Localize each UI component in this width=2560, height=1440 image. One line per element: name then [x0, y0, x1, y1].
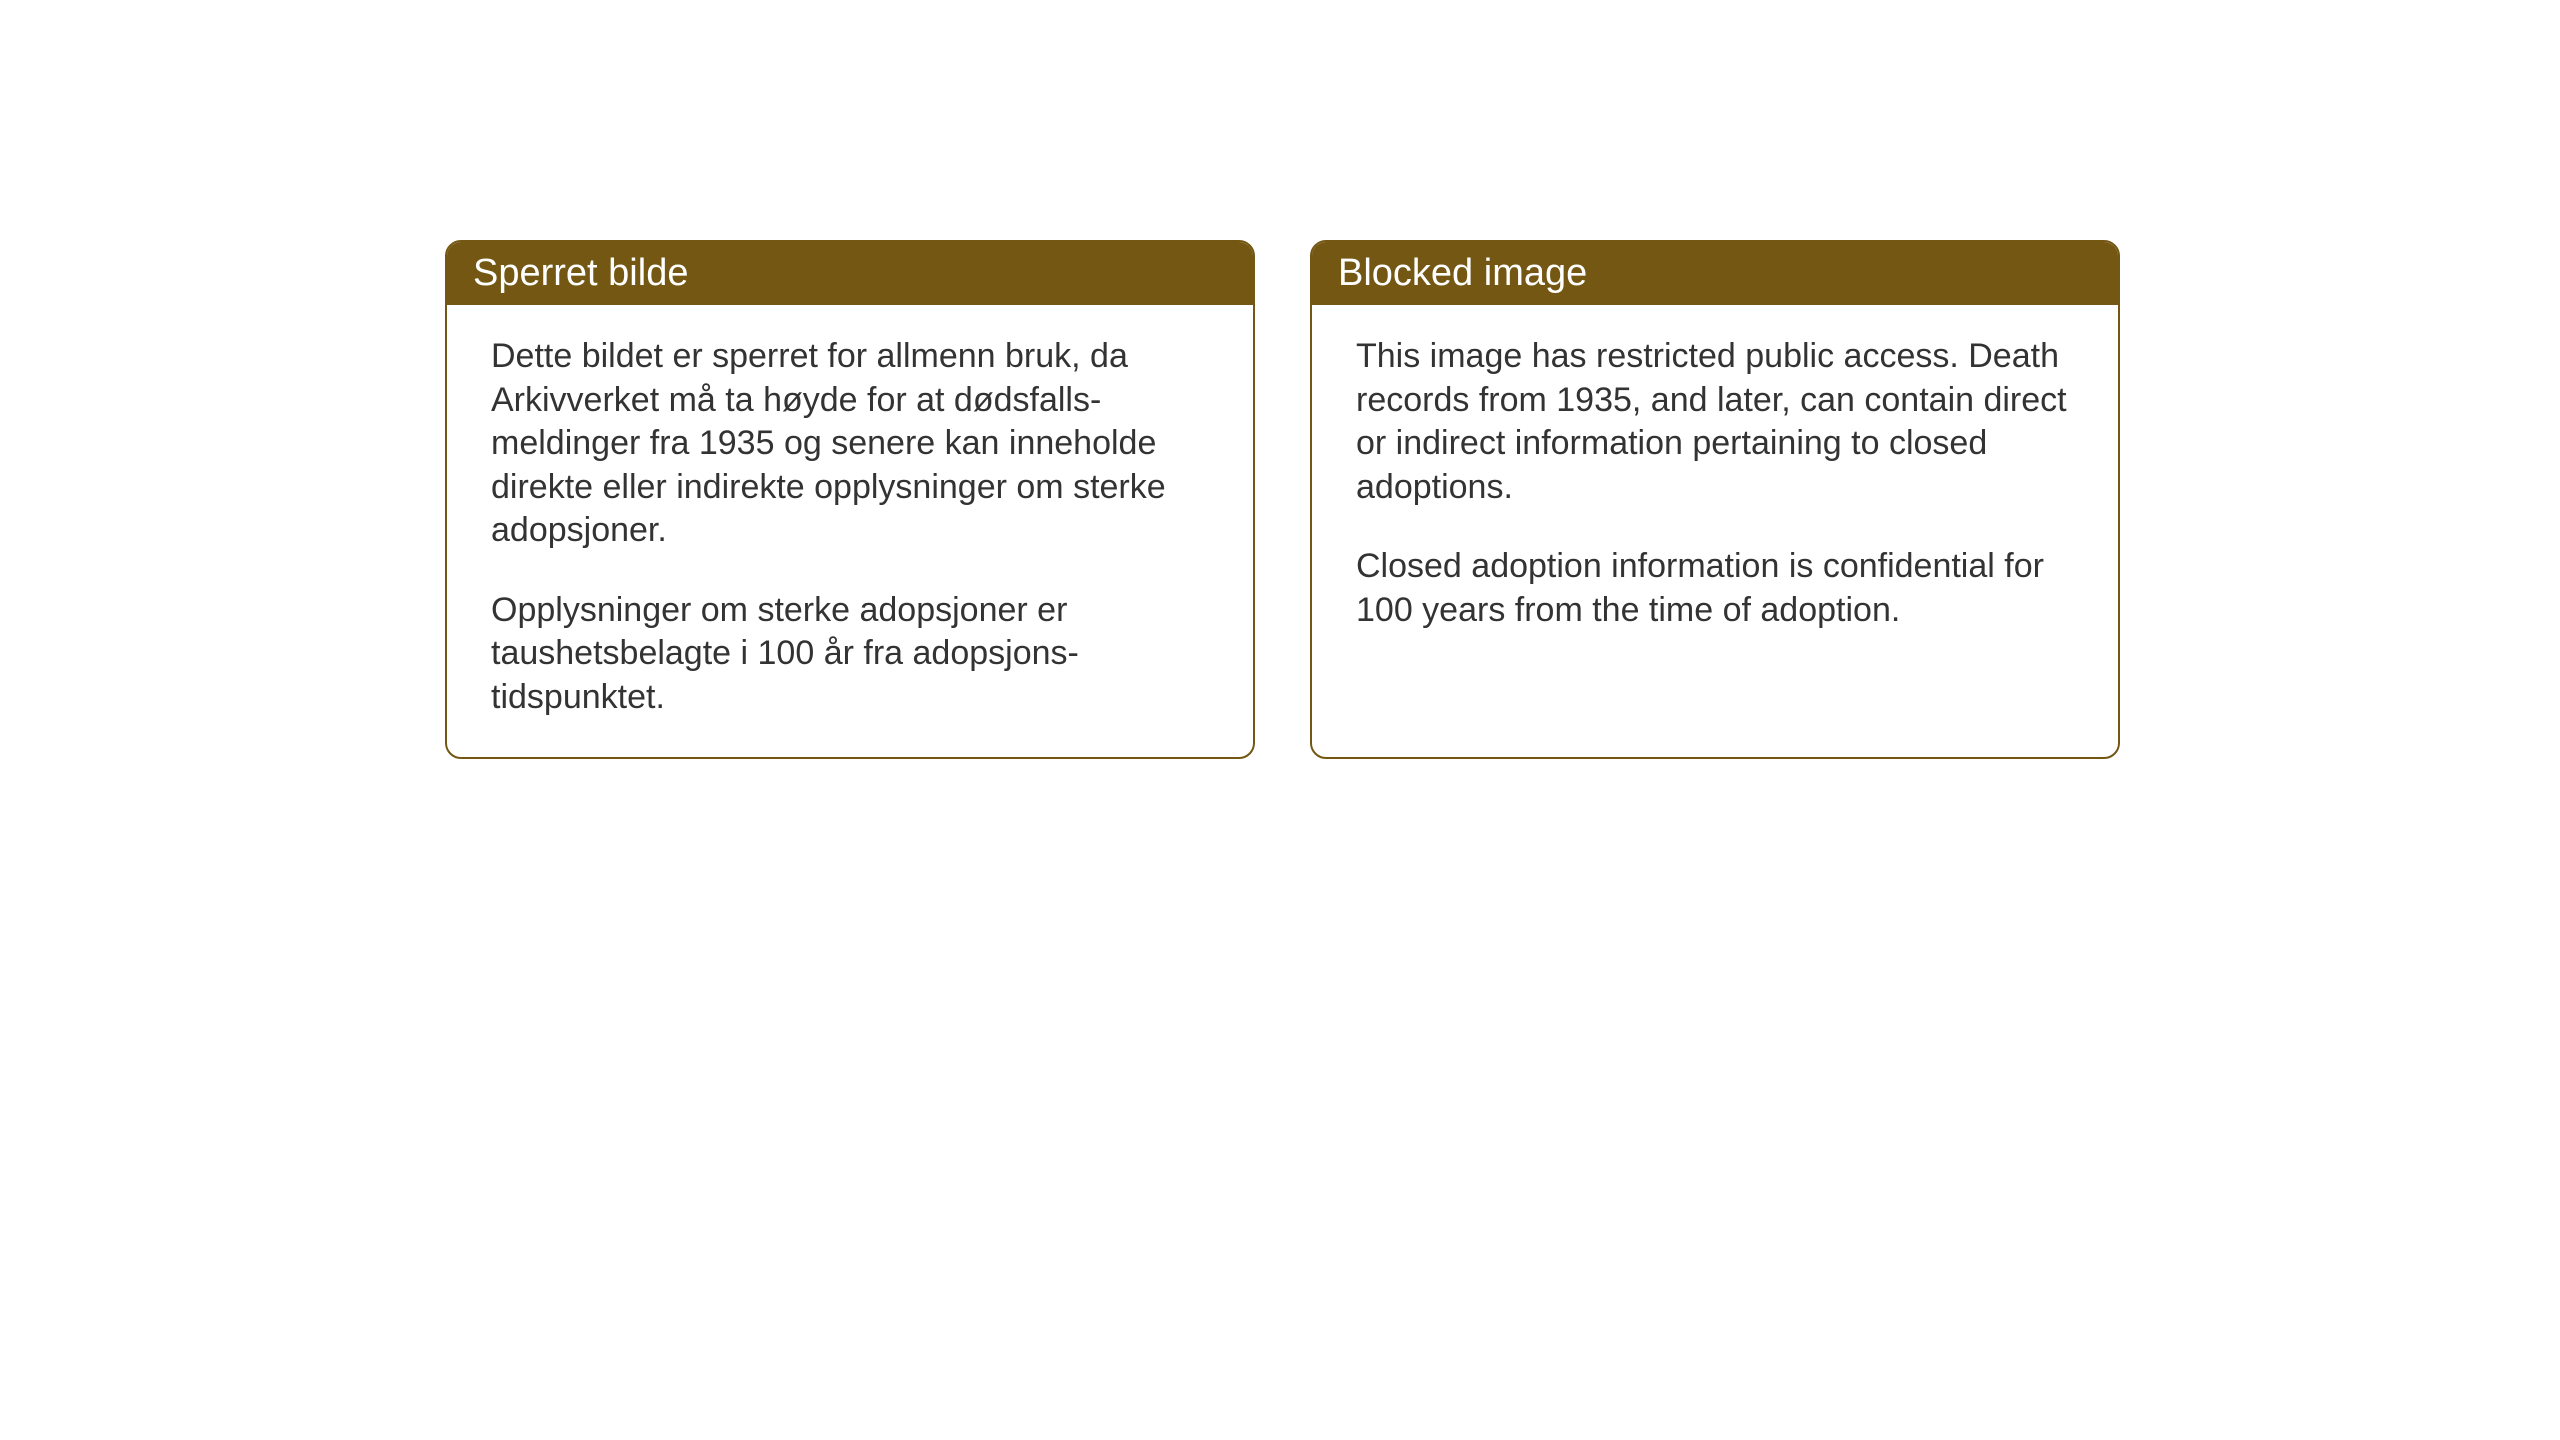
notice-container: Sperret bilde Dette bildet er sperret fo… [445, 240, 2120, 759]
notice-box-norwegian: Sperret bilde Dette bildet er sperret fo… [445, 240, 1255, 759]
notice-paragraph: Opplysninger om sterke adopsjoner er tau… [491, 589, 1209, 720]
notice-body-norwegian: Dette bildet er sperret for allmenn bruk… [447, 305, 1253, 757]
notice-paragraph: Closed adoption information is confident… [1356, 545, 2074, 632]
notice-paragraph: This image has restricted public access.… [1356, 335, 2074, 509]
notice-body-english: This image has restricted public access.… [1312, 305, 2118, 670]
notice-paragraph: Dette bildet er sperret for allmenn bruk… [491, 335, 1209, 553]
notice-header-norwegian: Sperret bilde [447, 242, 1253, 305]
notice-box-english: Blocked image This image has restricted … [1310, 240, 2120, 759]
notice-header-english: Blocked image [1312, 242, 2118, 305]
